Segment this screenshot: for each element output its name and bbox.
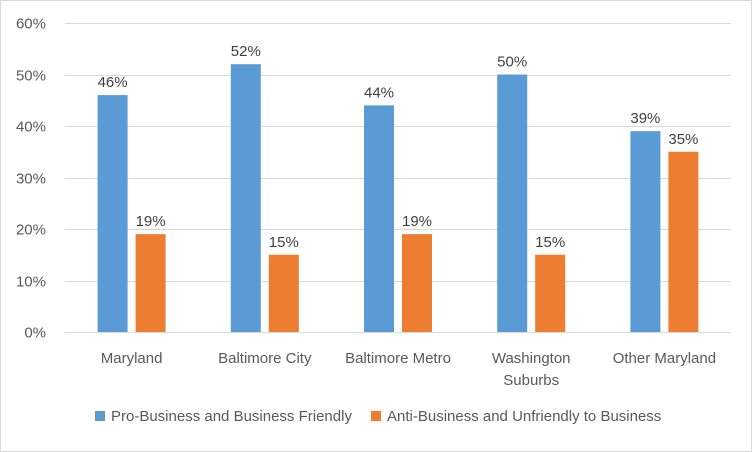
x-tick-label: Baltimore City (218, 350, 312, 367)
bar-anti-business (135, 234, 166, 332)
data-label: 52% (231, 43, 261, 60)
y-tick-label: 50% (16, 68, 46, 85)
y-tick-label: 0% (24, 325, 46, 342)
bar-anti-business (402, 234, 432, 332)
y-tick-label: 10% (16, 274, 46, 291)
bar-anti-business (268, 254, 299, 332)
y-tick-label: 30% (16, 171, 46, 188)
data-label: 44% (364, 84, 394, 101)
data-label: 35% (668, 131, 698, 148)
bar-anti-business (668, 151, 699, 332)
bar-pro-business (630, 131, 661, 332)
data-label: 15% (269, 234, 299, 251)
data-label: 19% (136, 213, 166, 230)
legend-label: Pro-Business and Business Friendly (111, 408, 352, 425)
bar-pro-business (364, 105, 394, 333)
legend-label: Anti-Business and Unfriendly to Business (387, 408, 661, 425)
y-tick-label: 20% (16, 222, 46, 239)
data-label: 46% (98, 74, 128, 91)
data-label: 50% (497, 54, 527, 71)
bar-anti-business (535, 254, 566, 332)
legend-swatch (95, 411, 105, 421)
data-label: 15% (535, 234, 565, 251)
x-tick-label: Other Maryland (613, 350, 716, 367)
legend-swatch (371, 411, 381, 421)
legend: Pro-Business and Business Friendly Anti-B… (95, 408, 661, 425)
data-label: 39% (630, 110, 660, 127)
x-axis-tick-labels: Maryland Baltimore City Baltimore Metro Was… (101, 350, 716, 389)
x-tick-label: Maryland (101, 350, 163, 367)
y-axis-tick-labels: 0% 10% 20% 30% 40% 50% 60% (16, 16, 46, 342)
x-tick-label: Baltimore Metro (345, 350, 451, 367)
x-tick-label: Washington Suburbs (492, 350, 571, 389)
bars (97, 64, 699, 333)
data-labels: 46% 19% 52% 15% 44% 19% 50% 15% 39% 35% (98, 43, 699, 251)
gridlines (65, 23, 731, 333)
bar-pro-business (230, 64, 261, 332)
bar-pro-business (497, 74, 528, 332)
data-label: 19% (402, 213, 432, 230)
y-tick-label: 40% (16, 119, 46, 136)
y-tick-label: 60% (16, 16, 46, 33)
bar-pro-business (97, 95, 128, 332)
